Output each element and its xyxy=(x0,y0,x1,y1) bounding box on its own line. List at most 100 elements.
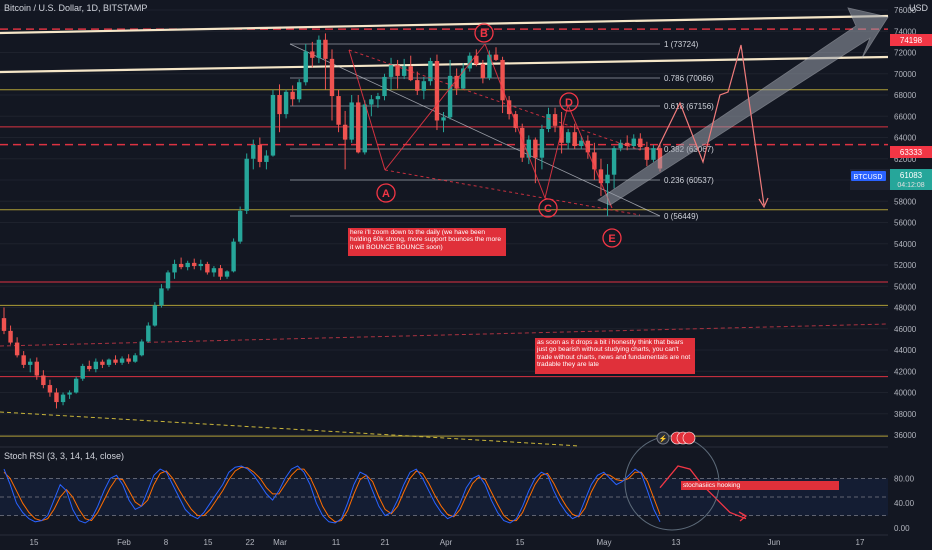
candle-body xyxy=(349,102,354,140)
ticker-price: 61083 xyxy=(900,171,923,180)
candle-body xyxy=(14,342,20,356)
price-axis-label: 56000 xyxy=(894,219,917,228)
candle-body xyxy=(625,142,630,146)
ticker-countdown: 04:12:08 xyxy=(897,182,924,189)
candle-body xyxy=(611,148,617,175)
time-axis-label: May xyxy=(596,538,611,547)
price-axis-label: 36000 xyxy=(894,431,917,440)
candle-body xyxy=(310,51,315,58)
pattern-label-circle xyxy=(602,228,622,248)
candle-body xyxy=(408,66,413,81)
ticker-price-bg xyxy=(890,169,932,190)
candle-body xyxy=(375,96,381,100)
fib-level-label: 0.786 (70066) xyxy=(664,74,714,83)
candle-body xyxy=(434,61,440,121)
candle-body xyxy=(119,358,125,363)
candle-body xyxy=(283,91,289,115)
candle-body xyxy=(382,76,387,97)
candle-body xyxy=(211,268,217,273)
candle-body xyxy=(152,305,158,326)
candle-body xyxy=(205,263,210,273)
candle-body xyxy=(447,75,453,118)
pattern-line xyxy=(348,49,386,171)
candle-body xyxy=(237,210,243,242)
candle-body xyxy=(264,155,269,162)
pattern-label: D xyxy=(565,97,573,109)
candle-body xyxy=(395,65,400,76)
candle-body xyxy=(87,365,92,370)
candle-body xyxy=(54,392,59,403)
candle-body xyxy=(539,129,545,158)
candle-body xyxy=(34,361,39,376)
candle-body xyxy=(526,139,531,158)
candle-body xyxy=(329,58,335,97)
price-axis-label: 72000 xyxy=(894,49,917,58)
candle-body xyxy=(47,385,53,393)
price-axis-label: 66000 xyxy=(894,112,917,121)
pattern-label: B xyxy=(480,28,488,40)
candle-body xyxy=(618,142,623,149)
price-axis-label: 76000 xyxy=(894,6,917,15)
candle-body xyxy=(133,355,138,362)
price-axis-label: 42000 xyxy=(894,367,917,376)
annotation-note-stochastics[interactable]: stochasiics hooking xyxy=(681,481,839,490)
lightning-icon xyxy=(656,431,670,445)
candle-body xyxy=(1,318,7,331)
time-axis-label: 15 xyxy=(30,538,39,547)
pattern-label-circle xyxy=(538,198,558,218)
projection-arrowhead xyxy=(758,197,769,209)
candle-body xyxy=(546,114,551,129)
candle-body xyxy=(178,263,184,268)
rsi-projection xyxy=(659,465,747,520)
price-tag-top xyxy=(890,34,932,46)
candle-body xyxy=(493,54,499,60)
candle-body xyxy=(480,64,486,78)
time-axis-label: 11 xyxy=(332,538,341,547)
price-axis-panel xyxy=(888,0,932,550)
price-tag-top-label: 74198 xyxy=(900,36,923,45)
time-axis-label: 15 xyxy=(516,538,525,547)
fib-level-label: 0.236 (60537) xyxy=(664,176,714,185)
price-axis-label: 50000 xyxy=(894,282,917,291)
candle-body xyxy=(579,140,584,146)
time-axis-label: 15 xyxy=(204,538,213,547)
fib-level-label: 0 (56449) xyxy=(664,212,699,221)
candle-body xyxy=(165,272,171,289)
candle-body xyxy=(28,361,33,365)
candle-body xyxy=(461,68,466,89)
fib-level-label: 0.618 (67156) xyxy=(664,102,714,111)
candle-body xyxy=(303,51,308,83)
pattern-lower-boundary xyxy=(384,169,641,216)
annotation-note-daily[interactable]: here i'll zoom down to the daily (we hav… xyxy=(348,228,506,256)
price-axis-label: 52000 xyxy=(894,261,917,270)
candle-body xyxy=(651,148,656,160)
candle-body xyxy=(415,80,420,91)
rsi-projection-arrowhead xyxy=(738,511,748,522)
price-tag-mid-label: 63333 xyxy=(900,148,923,157)
pattern-label-circle xyxy=(474,23,494,43)
pattern-label: A xyxy=(382,188,390,200)
candle-body xyxy=(592,152,597,170)
price-axis-label: 64000 xyxy=(894,134,917,143)
price-axis-label: 38000 xyxy=(894,410,917,419)
rsi-axis-label: 80.00 xyxy=(894,474,915,483)
candle-body xyxy=(585,140,591,153)
annotation-note-bears[interactable]: as soon as it drops a bit i honestly thi… xyxy=(535,338,695,374)
pattern-label: C xyxy=(544,203,552,215)
candle-body xyxy=(198,263,203,267)
candle-body xyxy=(638,138,643,148)
time-axis-label: 8 xyxy=(164,538,169,547)
candle-body xyxy=(369,99,374,105)
ticker-symbol-bg xyxy=(851,171,886,181)
candle-body xyxy=(316,39,322,58)
candle-body xyxy=(598,169,604,184)
candle-body xyxy=(474,55,479,65)
candle-body xyxy=(342,124,348,140)
candle-body xyxy=(257,144,263,162)
candle-body xyxy=(185,262,190,268)
candle-body xyxy=(356,102,361,153)
candle-body xyxy=(139,341,144,356)
candle-body xyxy=(8,330,13,343)
fib-diagonal xyxy=(289,43,661,217)
